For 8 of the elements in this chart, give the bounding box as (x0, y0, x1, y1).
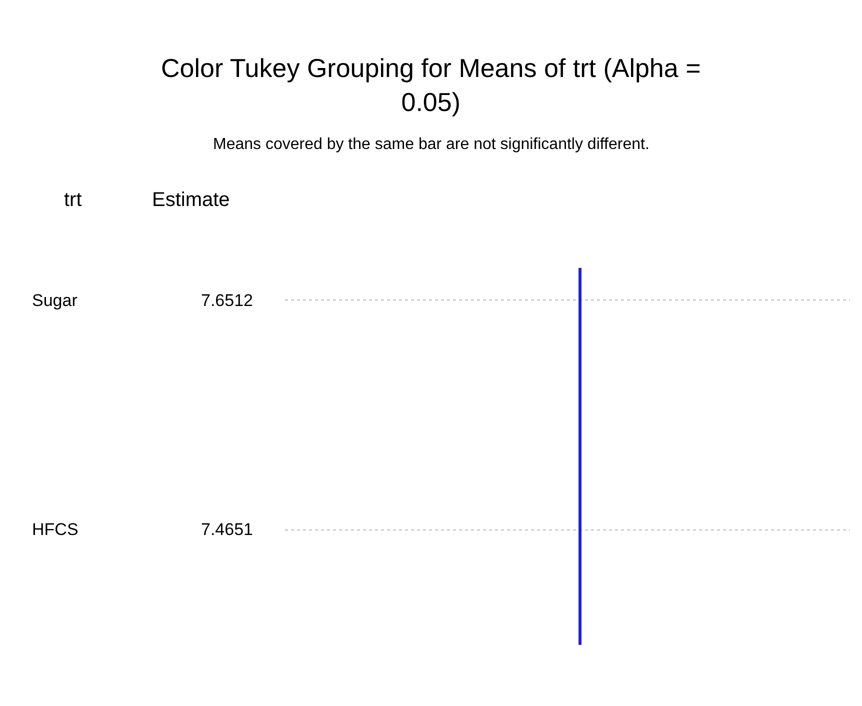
text: Estimate (152, 189, 230, 211)
data-label: 7.6512 (201, 291, 253, 310)
data-label: 7.4651 (201, 520, 253, 539)
text: trt (64, 189, 82, 211)
text: Color Tukey Grouping for Means of trt (Alpha = 0.05) (161, 53, 701, 117)
text: Means covered by the same bar are not significantly different. (213, 136, 650, 153)
category-label: Sugar (32, 291, 78, 310)
category-label: HFCS (32, 520, 78, 539)
